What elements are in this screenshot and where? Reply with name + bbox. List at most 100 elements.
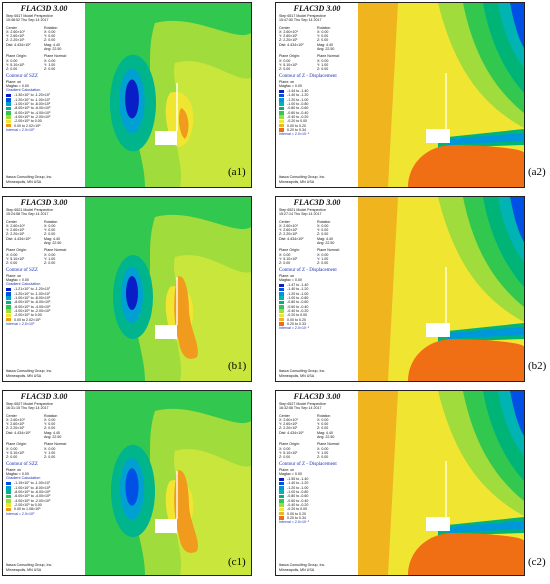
- legend-row: -0.60 to -0.40: [279, 499, 358, 503]
- tunnel-opening: [426, 129, 450, 143]
- timestamp: 15:24:58 Thu Sep 14 2017: [6, 212, 49, 217]
- legend-swatch: [279, 304, 284, 309]
- contour-plot: [358, 197, 524, 381]
- legend-label: -1.47 to -1.40: [287, 283, 309, 288]
- legend-swatch: [279, 123, 284, 128]
- displacement-zone-blue: [510, 197, 524, 242]
- plane-origin-label: Plane Origin:: [6, 248, 27, 253]
- center-rotation-header: Center Rotation: [276, 414, 358, 418]
- footer-company: Itasca Consulting Group, Inc.: [279, 175, 326, 180]
- center-dist: Dist: 4.434×10²: [279, 42, 304, 47]
- legend-label: 0.00 to 0.20: [287, 511, 306, 516]
- legend-row: -2.00×10⁶ to 0.00: [6, 313, 85, 317]
- panel-label: (b1): [228, 360, 247, 372]
- plane-normal-y: Y: 1.00: [317, 450, 329, 455]
- legend-label: -4.00×10⁶ to -2.00×10⁶: [14, 498, 51, 503]
- footer: Itasca Consulting Group, Inc. Minneapoli…: [279, 175, 325, 184]
- legend-swatch: [279, 498, 284, 503]
- legend-swatch: [279, 317, 284, 322]
- rotation-y: Y: 0.00: [317, 228, 329, 233]
- plane-normal-x: X: 0.00: [44, 58, 56, 63]
- legend-swatch: [6, 102, 11, 106]
- stress-zone-yellow-green: [174, 61, 251, 187]
- legend-label: -1.21×10⁷ to -1.20×10⁷: [14, 287, 51, 292]
- panel-label: (c2): [528, 556, 546, 568]
- legend-row: -8.00×10⁶ to -6.00×10⁶: [6, 490, 85, 494]
- center-rotation-header: Center Rotation: [276, 220, 358, 224]
- legend-label: -2.00×10⁶ to 0.00: [14, 313, 42, 318]
- plane-normal-z: Z: 0.00: [317, 261, 329, 266]
- legend-label: 0.20 to 0.34: [287, 127, 306, 132]
- displacement-zone-orange-left: [358, 3, 398, 187]
- legend-row: 0.00 to 1.08×10⁵: [6, 507, 85, 511]
- plane-origin-label: Plane Origin:: [279, 54, 300, 59]
- legend-label: -1.20×10⁷ to -1.00×10⁷: [14, 97, 51, 102]
- rotation-mag: Mag: 4.40: [317, 42, 333, 47]
- center-x: X: 2.60×10¹: [6, 223, 25, 228]
- legend-swatch: [6, 110, 11, 115]
- legend-row: -1.40 to -1.20: [279, 287, 358, 291]
- timestamp: 16:31:15 Thu Sep 14 2017: [6, 406, 49, 411]
- plane-origin-y: Y: 5.10×10¹: [279, 62, 298, 67]
- footer-location: Minneapolis, MN USA: [279, 373, 315, 378]
- plane-normal-label: Plane Normal:: [44, 54, 67, 59]
- displacement-band-blue: [448, 521, 524, 533]
- legend-label: -1.00×10⁷ to -8.00×10⁶: [14, 296, 51, 301]
- plane-normal-label: Plane Normal:: [44, 442, 67, 447]
- plane-origin-z: Z: 0.00: [279, 455, 291, 460]
- plane-normal-z: Z: 0.00: [317, 455, 329, 460]
- plane-normal-z: Z: 0.00: [44, 261, 56, 266]
- footer-location: Minneapolis, MN USA: [6, 567, 42, 572]
- center-z: Z: 2.20×10¹: [6, 232, 25, 237]
- footer-location: Minneapolis, MN USA: [279, 179, 315, 184]
- legend-swatch: [6, 304, 11, 309]
- legend-swatch: [279, 296, 284, 300]
- legend-swatch: [6, 106, 11, 111]
- plane-origin-label: Plane Origin:: [6, 442, 27, 447]
- step-text: Step 6521 Model Perspective: [6, 208, 53, 212]
- color-legend: -1.44 to -1.40 -1.40 to -1.20 -1.20 to -1.…: [276, 89, 358, 132]
- center-y: Y: 2.60×10¹: [279, 422, 298, 427]
- displacement-zone-orange-left: [358, 197, 398, 381]
- center-y: Y: 2.60×10¹: [279, 34, 298, 39]
- legend-row: -0.40 to -0.20: [279, 115, 358, 119]
- interval-text: Interval = 2.0×10⁻¹: [279, 132, 310, 137]
- legend-swatch: [279, 309, 284, 313]
- legend-label: -1.00 to -0.80: [287, 490, 309, 495]
- plane-origin-x: X: 0.00: [6, 252, 18, 257]
- plane-normal-z: Z: 0.00: [44, 67, 56, 72]
- legend-label: -0.80 to -0.60: [287, 494, 309, 499]
- legend-row: -1.20 to -1.00: [279, 486, 358, 490]
- center-z: Z: 2.20×10¹: [6, 38, 25, 43]
- legend-label: 0.00 to 0.20: [287, 123, 306, 128]
- step-text: Step 6517 Model Perspective: [6, 14, 53, 18]
- legend-swatch: [279, 106, 284, 111]
- legend-row: -0.40 to -0.20: [279, 503, 358, 507]
- legend-label: -8.00×10⁶ to -6.00×10⁶: [14, 490, 51, 495]
- panel-a1: FLAC3D 3.00 Step 6517 Model Perspective …: [2, 2, 252, 188]
- legend-row: -4.00×10⁶ to -2.00×10⁶: [6, 499, 85, 503]
- legend-label: -4.00×10⁶ to -2.00×10⁶: [14, 114, 51, 119]
- magfac: Magfac = 0.00: [279, 277, 302, 282]
- magfac: Magfac = 0.00: [279, 471, 302, 476]
- rotation-ang: Ang: 22.50: [317, 435, 335, 440]
- info-legend: FLAC3D 3.00 Step 6517 Model Perspective …: [276, 3, 358, 187]
- legend-swatch: [6, 300, 11, 305]
- software-title: FLAC3D 3.00: [293, 4, 341, 13]
- legend-label: -0.40 to -0.20: [287, 502, 309, 507]
- legend-swatch: [6, 490, 11, 494]
- software-title: FLAC3D 3.00: [293, 198, 341, 207]
- legend-row: -1.40 to -1.20: [279, 93, 358, 97]
- panel-c2: FLAC3D 3.00 Step 6527 Model Perspective …: [275, 390, 525, 576]
- rotation-label: Rotation: [317, 25, 331, 30]
- legend-row: -0.20 to 0.00: [279, 119, 358, 123]
- legend-label: -0.40 to -0.20: [287, 308, 309, 313]
- legend-label: 0.20 to 0.34: [287, 515, 306, 520]
- interval-text: Interval = 2.0×10⁻¹: [279, 520, 310, 525]
- legend-label: -0.60 to -0.40: [287, 498, 309, 503]
- legend-swatch: [279, 477, 284, 482]
- legend-swatch: [6, 486, 11, 490]
- legend-label: -1.30×10⁷ to -1.20×10⁷: [14, 93, 51, 98]
- plane-origin-z: Z: 0.00: [6, 67, 18, 72]
- displacement-zone-orange-bottom: [408, 339, 524, 381]
